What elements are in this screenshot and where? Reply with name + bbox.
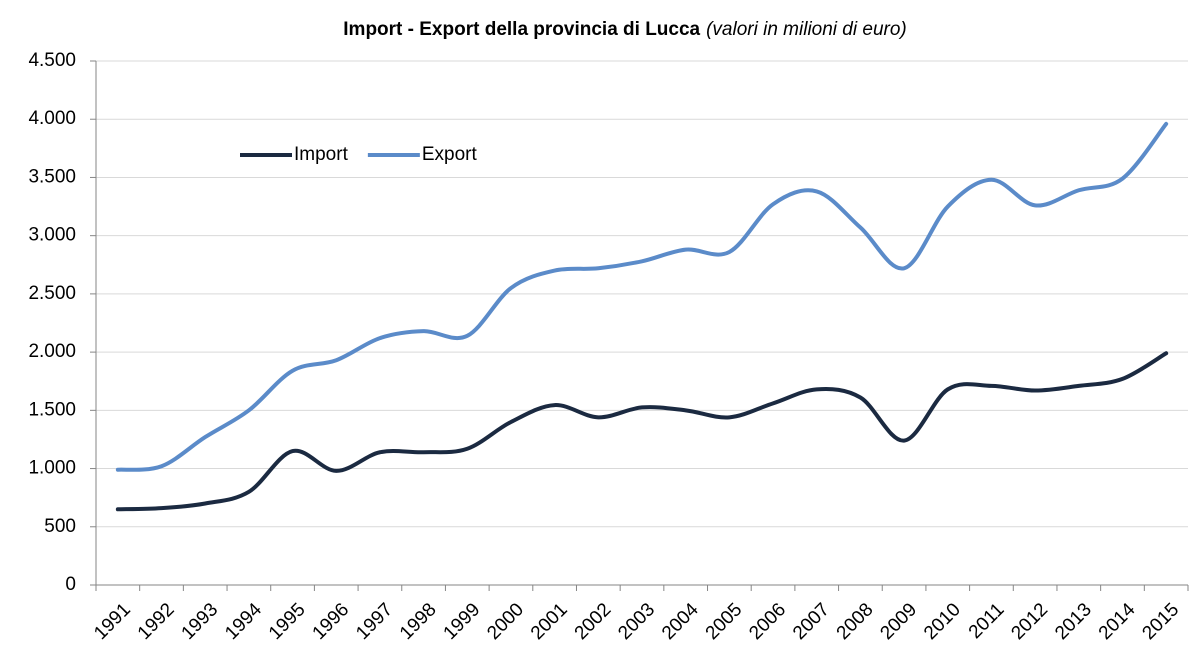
legend-label: Export bbox=[422, 144, 478, 165]
x-tick-label: 2001 bbox=[527, 599, 572, 644]
x-tick-label: 2003 bbox=[614, 599, 659, 644]
x-tick-label: 1995 bbox=[265, 599, 310, 644]
y-tick-label: 2.000 bbox=[28, 341, 76, 362]
x-tick-label: 2002 bbox=[571, 599, 616, 644]
x-tick-label: 1991 bbox=[90, 599, 135, 644]
y-tick-label: 1.000 bbox=[28, 458, 76, 479]
x-tick-label: 2010 bbox=[920, 599, 965, 644]
x-tick-label: 1993 bbox=[178, 599, 223, 644]
y-tick-label: 3.500 bbox=[28, 166, 76, 187]
x-tick-label: 2006 bbox=[745, 599, 790, 644]
x-tick-label: 2014 bbox=[1095, 599, 1140, 644]
y-tick-label: 4.000 bbox=[28, 108, 76, 129]
x-tick-label: 2011 bbox=[965, 599, 1009, 643]
y-tick-label: 4.500 bbox=[28, 50, 76, 71]
y-tick-label: 0 bbox=[65, 574, 76, 595]
chart-title: Import - Export della provincia di Lucca bbox=[343, 19, 700, 40]
y-tick-label: 2.500 bbox=[28, 283, 76, 304]
chart-subtitle: (valori in milioni di euro) bbox=[706, 19, 907, 40]
x-tick-label: 1997 bbox=[352, 599, 397, 644]
x-tick-label: 2015 bbox=[1138, 599, 1183, 644]
x-tick-label: 2000 bbox=[483, 599, 528, 644]
series-line bbox=[115, 121, 1169, 472]
x-tick-label: 1996 bbox=[309, 599, 354, 644]
legend-label: Import bbox=[294, 144, 349, 165]
x-tick-label: 2004 bbox=[658, 599, 703, 644]
x-tick-label: 2005 bbox=[702, 599, 747, 644]
x-tick-label: 1999 bbox=[440, 599, 485, 644]
x-tick-label: 2007 bbox=[789, 599, 834, 644]
x-tick-label: 1992 bbox=[134, 599, 179, 644]
x-tick-label: 1998 bbox=[396, 599, 441, 644]
x-tick-label: 2013 bbox=[1051, 599, 1096, 644]
x-tick-label: 2009 bbox=[876, 599, 921, 644]
y-tick-label: 500 bbox=[44, 516, 76, 537]
y-tick-label: 3.000 bbox=[28, 225, 76, 246]
x-tick-label: 2012 bbox=[1007, 599, 1052, 644]
y-tick-label: 1.500 bbox=[28, 399, 76, 420]
series-line bbox=[115, 351, 1169, 512]
chart-heading: Import - Export della provincia di Lucca… bbox=[343, 19, 906, 40]
x-tick-label: 2008 bbox=[833, 599, 878, 644]
x-tick-label: 1994 bbox=[221, 599, 266, 644]
